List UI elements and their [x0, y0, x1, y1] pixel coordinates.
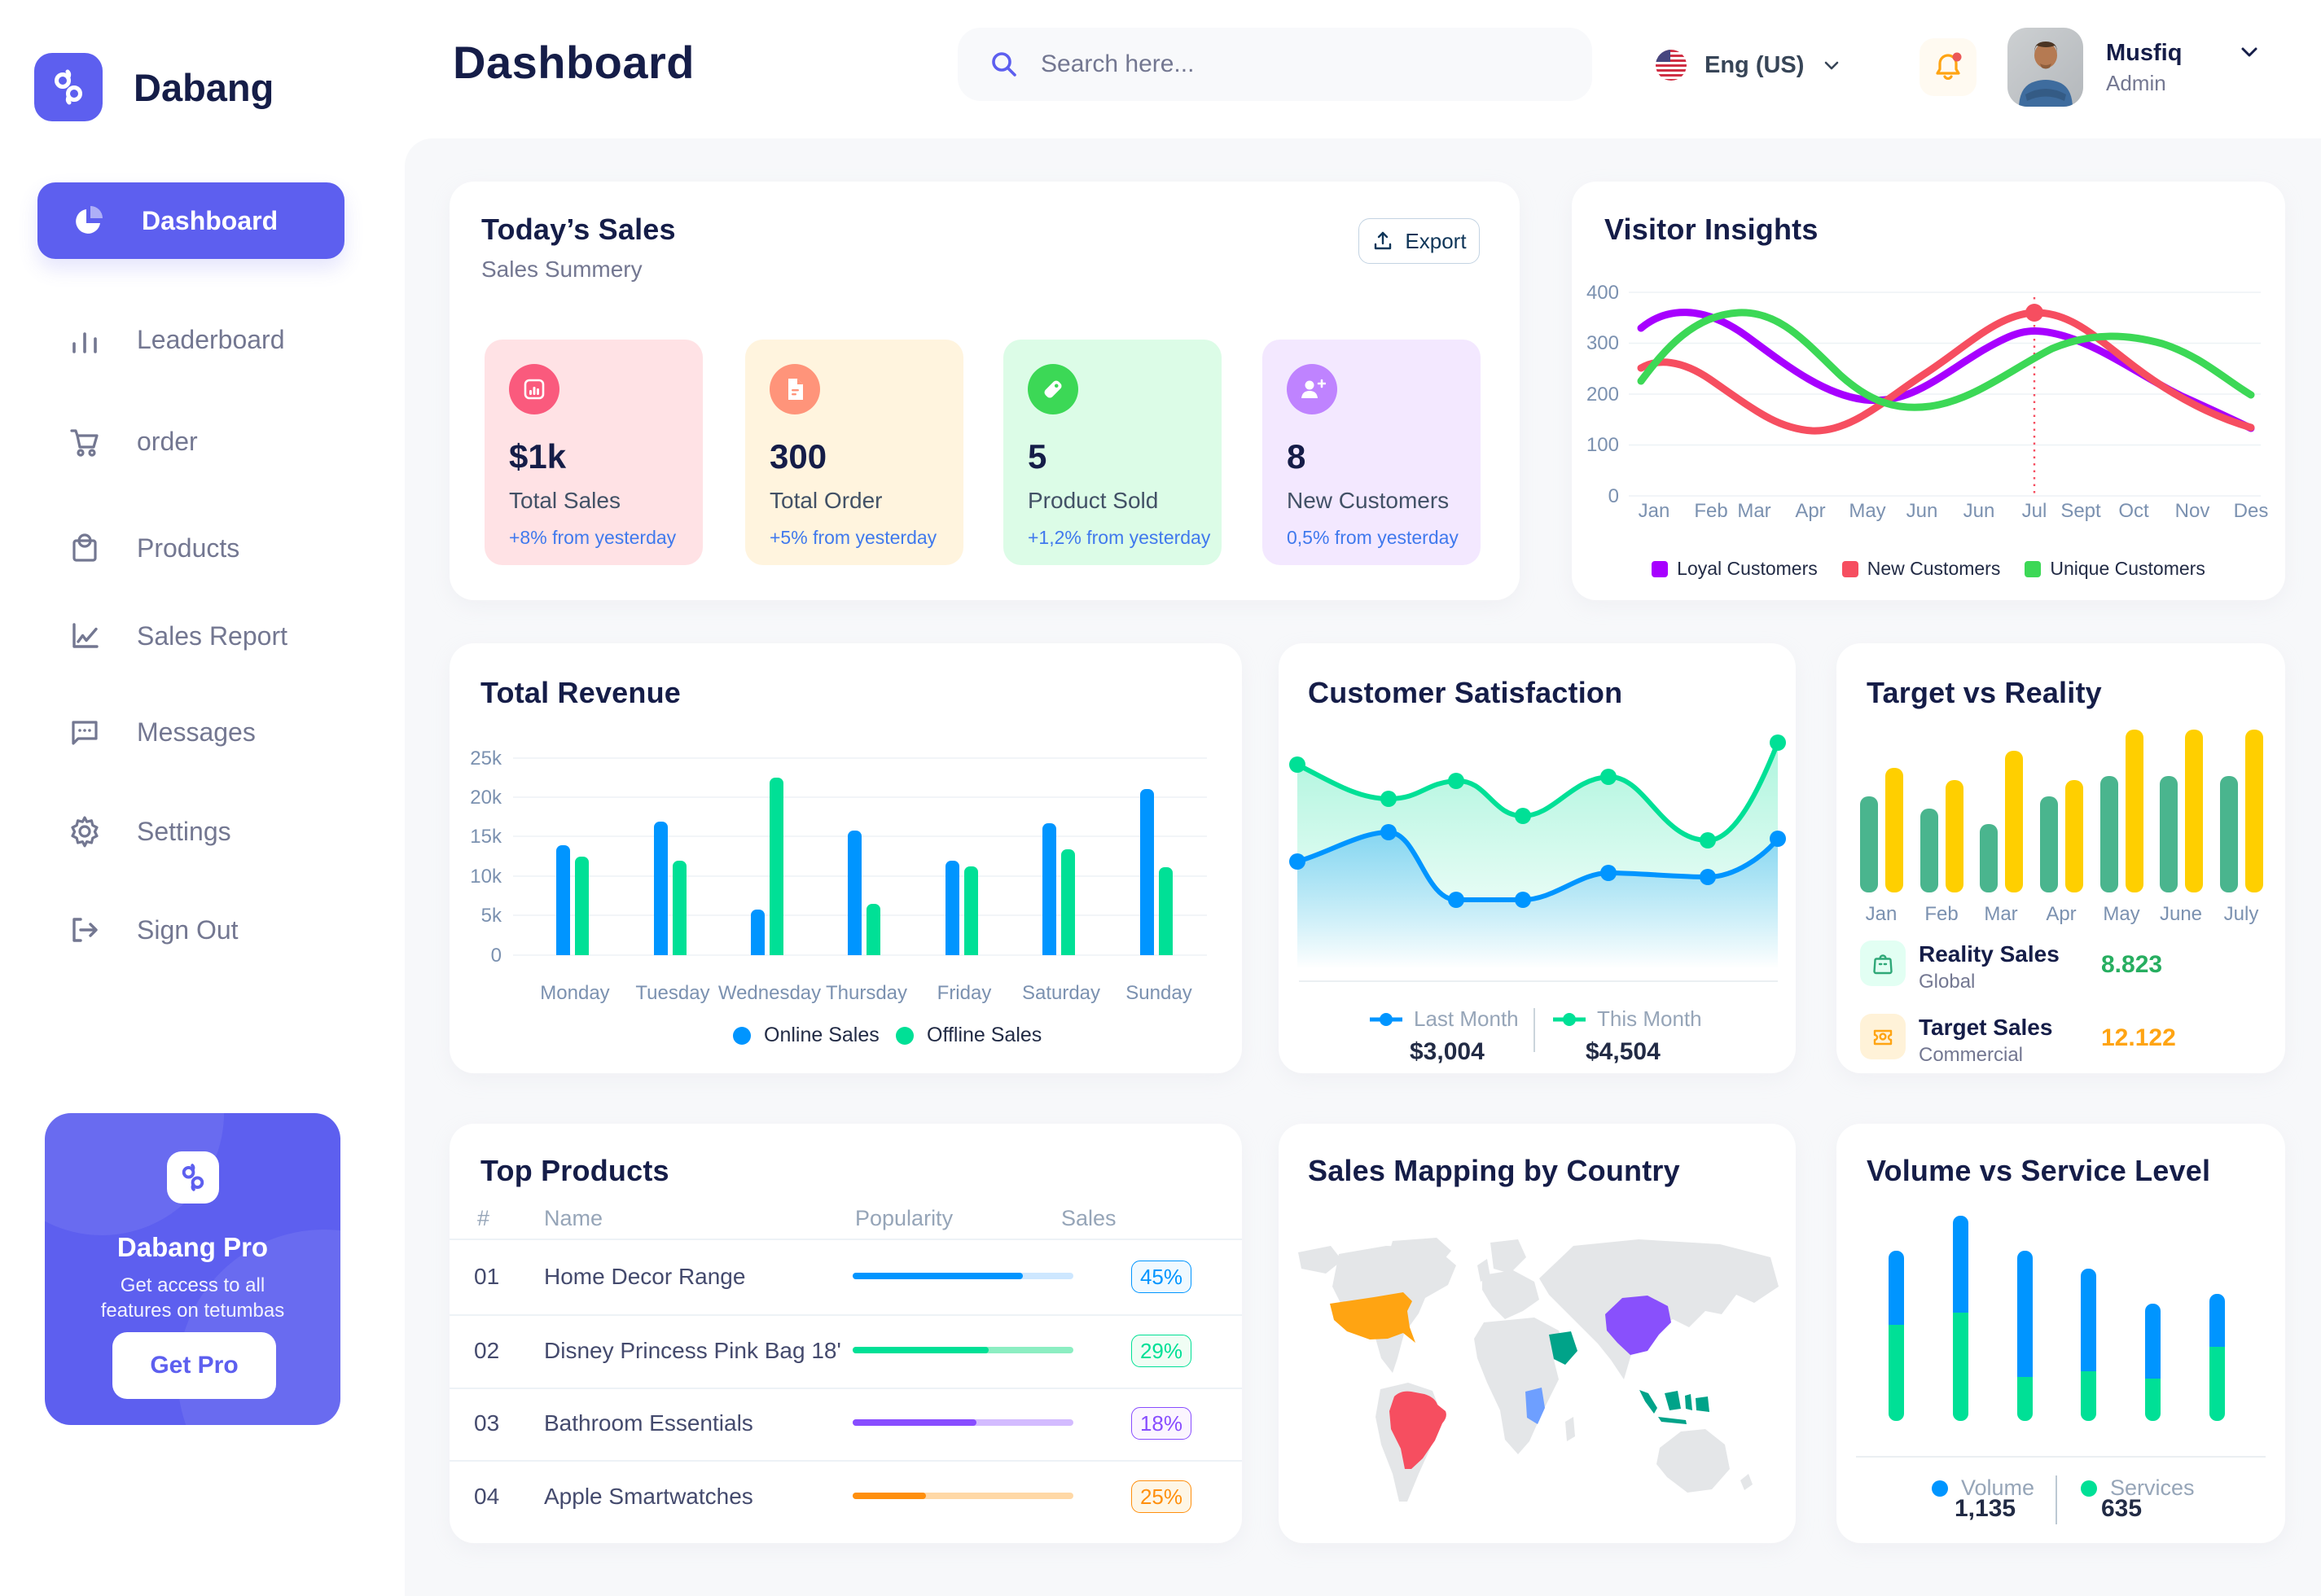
- svg-text:Jul: Jul: [2022, 500, 2047, 522]
- svg-text:Jan: Jan: [1639, 500, 1670, 522]
- svg-text:June: June: [2160, 903, 2202, 925]
- svg-text:Jun: Jun: [1906, 500, 1938, 522]
- svg-text:Thursday: Thursday: [826, 982, 907, 1004]
- svg-text:0: 0: [491, 945, 502, 967]
- svg-text:May: May: [2103, 903, 2139, 925]
- svg-text:5k: 5k: [481, 905, 502, 927]
- svg-text:100: 100: [1586, 434, 1619, 456]
- svg-text:Feb: Feb: [1924, 903, 1958, 925]
- svg-text:300: 300: [1586, 332, 1619, 354]
- svg-text:Apr: Apr: [1795, 500, 1825, 522]
- svg-text:10k: 10k: [470, 866, 502, 888]
- svg-text:20k: 20k: [470, 787, 502, 809]
- svg-text:Sunday: Sunday: [1125, 982, 1191, 1004]
- svg-text:200: 200: [1586, 384, 1619, 406]
- svg-text:Apr: Apr: [2046, 903, 2076, 925]
- svg-text:Jun: Jun: [1963, 500, 1995, 522]
- svg-text:Des: Des: [2234, 500, 2269, 522]
- svg-text:Nov: Nov: [2175, 500, 2210, 522]
- svg-text:Feb: Feb: [1694, 500, 1727, 522]
- svg-text:Friday: Friday: [937, 982, 992, 1004]
- svg-text:July: July: [2224, 903, 2259, 925]
- svg-text:400: 400: [1586, 282, 1619, 304]
- svg-text:Tuesday: Tuesday: [635, 982, 709, 1004]
- svg-text:Oct: Oct: [2118, 500, 2149, 522]
- svg-text:Sept: Sept: [2060, 500, 2101, 522]
- svg-text:Jan: Jan: [1866, 903, 1898, 925]
- svg-text:Mar: Mar: [1984, 903, 2017, 925]
- svg-text:15k: 15k: [470, 826, 502, 848]
- svg-text:Saturday: Saturday: [1022, 982, 1100, 1004]
- svg-text:Mar: Mar: [1737, 500, 1770, 522]
- svg-text:25k: 25k: [470, 748, 502, 770]
- svg-text:Monday: Monday: [540, 982, 609, 1004]
- svg-text:Wednesday: Wednesday: [718, 982, 821, 1004]
- svg-text:0: 0: [1608, 485, 1619, 507]
- svg-text:May: May: [1849, 500, 1885, 522]
